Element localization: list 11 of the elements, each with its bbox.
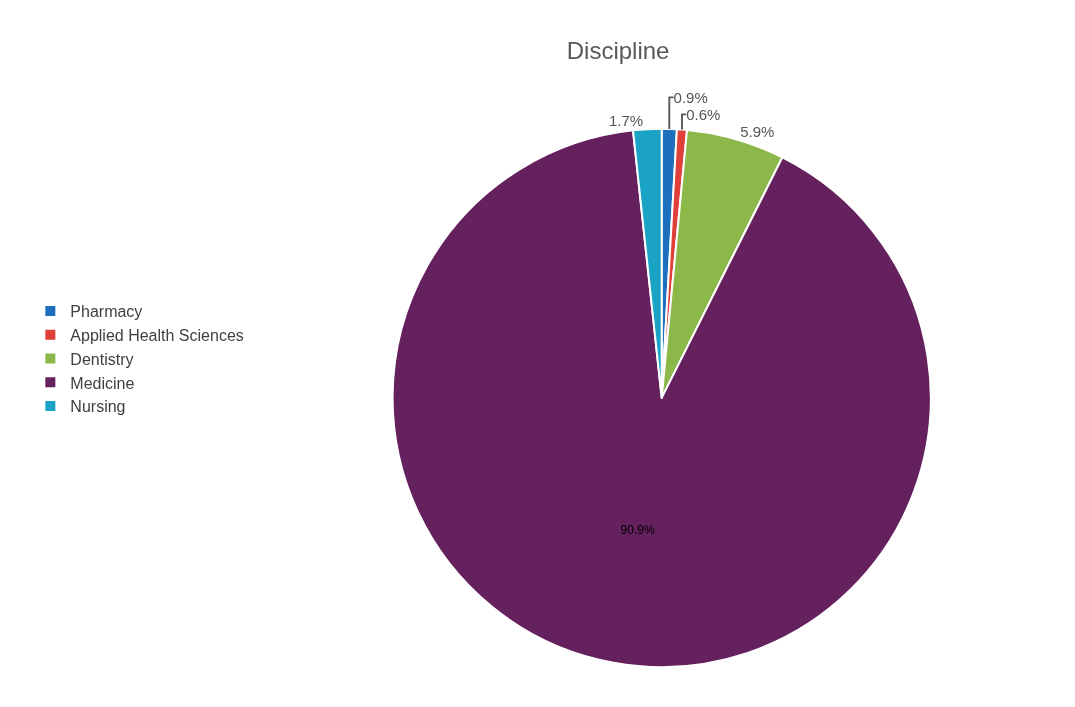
chart-title: Discipline xyxy=(566,37,670,65)
data-label: 0.9% xyxy=(673,88,708,106)
data-label: 90.9% xyxy=(620,523,655,538)
legend-label: Dentistry xyxy=(70,350,134,368)
data-label: 1.7% xyxy=(608,112,644,130)
data-label: 5.9% xyxy=(740,122,775,140)
legend-label: Nursing xyxy=(70,398,126,416)
legend-label: Applied Health Sciences xyxy=(70,326,244,344)
legend-label: Pharmacy xyxy=(70,303,143,321)
legend-label: Medicine xyxy=(70,374,135,392)
data-label: 0.6% xyxy=(686,105,721,123)
